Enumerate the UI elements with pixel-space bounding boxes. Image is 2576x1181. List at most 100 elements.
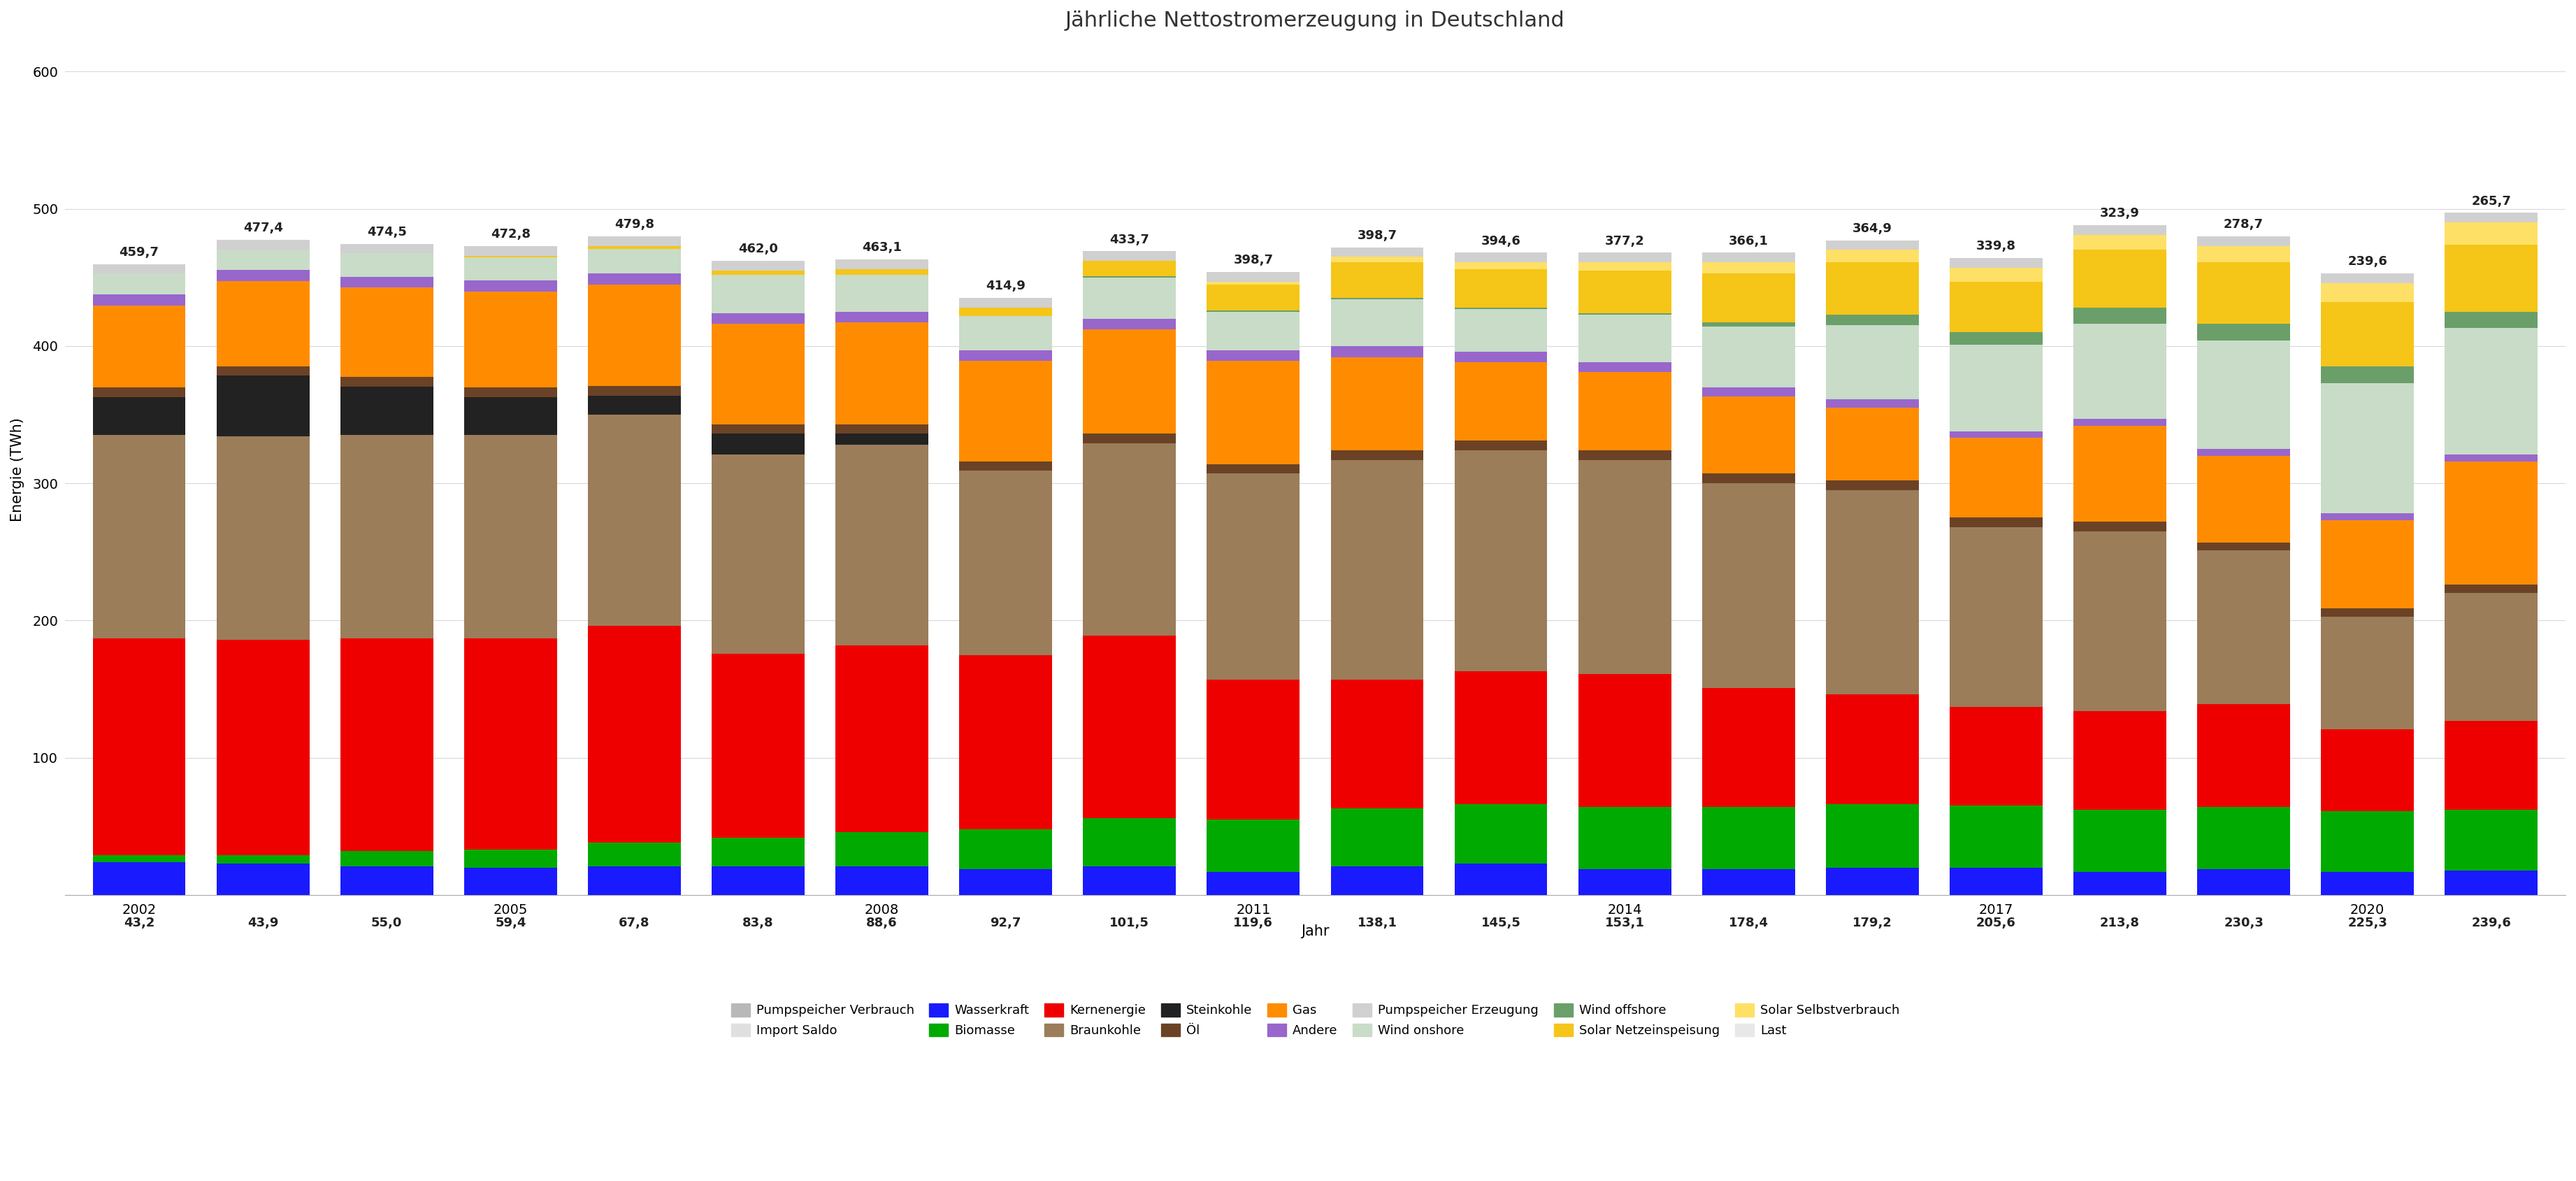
Text: 364,9: 364,9 [1852,222,1893,235]
Bar [340,866,433,895]
Text: 43,2: 43,2 [124,916,155,929]
Bar [2197,869,2290,895]
Bar [2445,244,2537,312]
Bar [711,261,804,270]
Bar [2321,811,2414,872]
Bar [1332,256,1425,262]
Bar [1455,253,1548,262]
Bar [587,415,680,626]
Bar [1826,694,1919,804]
Bar [464,292,556,387]
Bar [958,654,1051,829]
Bar [1208,474,1301,679]
Text: 205,6: 205,6 [1976,916,2017,929]
Bar [1082,818,1175,866]
Bar [2321,283,2414,302]
Bar [1703,253,1795,262]
Bar [1332,299,1425,346]
Bar [216,640,309,855]
Text: 394,6: 394,6 [1481,235,1520,247]
Bar [835,260,927,269]
Text: 366,1: 366,1 [1728,235,1767,247]
Bar [93,305,185,387]
Bar [1579,674,1672,807]
Bar [835,645,927,831]
Bar [2445,328,2537,455]
Text: 463,1: 463,1 [863,241,902,254]
Bar [2445,810,2537,870]
Bar [587,285,680,386]
Bar [464,397,556,436]
Bar [958,361,1051,462]
Legend: Pumpspeicher Verbrauch, Import Saldo, Wasserkraft, Biomasse, Kernenergie, Braunk: Pumpspeicher Verbrauch, Import Saldo, Wa… [726,998,1904,1042]
Bar [2197,550,2290,704]
Bar [2197,456,2290,542]
Bar [1950,438,2043,517]
Bar [1082,261,1175,276]
Bar [1208,311,1301,312]
Bar [1950,281,2043,332]
Bar [2074,307,2166,324]
Bar [1703,807,1795,869]
Bar [2321,383,2414,514]
Bar [1332,357,1425,450]
Bar [711,324,804,424]
Text: 119,6: 119,6 [1234,916,1273,929]
Text: 474,5: 474,5 [366,226,407,239]
Bar [2445,870,2537,895]
Bar [2197,324,2290,340]
Bar [216,437,309,640]
Bar [958,869,1051,895]
Bar [1950,268,2043,281]
Bar [1455,262,1548,269]
Text: 83,8: 83,8 [742,916,773,929]
Text: 239,6: 239,6 [2347,255,2388,268]
Text: 433,7: 433,7 [1110,233,1149,246]
Bar [1332,679,1425,809]
Bar [2074,226,2166,235]
Bar [2321,302,2414,366]
Bar [1703,483,1795,687]
Bar [711,866,804,895]
Bar [464,246,556,256]
Bar [216,270,309,281]
Bar [1455,441,1548,450]
Bar [711,433,804,455]
Bar [958,350,1051,361]
Text: 43,9: 43,9 [247,916,278,929]
Text: 88,6: 88,6 [866,916,896,929]
Bar [1082,329,1175,433]
Bar [2445,593,2537,720]
Bar [1082,278,1175,319]
Bar [1579,314,1672,363]
Bar [1579,313,1672,314]
Bar [216,249,309,270]
Text: 178,4: 178,4 [1728,916,1767,929]
Text: 377,2: 377,2 [1605,235,1643,247]
Bar [1332,809,1425,866]
Bar [2321,521,2414,608]
Bar [93,387,185,397]
Bar [2445,585,2537,593]
Bar [1208,281,1301,285]
Bar [2321,616,2414,729]
Bar [1826,868,1919,895]
Bar [340,377,433,386]
Bar [1950,517,2043,527]
Bar [93,265,185,274]
Bar [1455,309,1548,352]
Bar [464,639,556,850]
Bar [1950,707,2043,805]
Bar [1579,270,1672,313]
Text: 67,8: 67,8 [618,916,649,929]
Bar [1950,431,2043,438]
Bar [216,855,309,863]
Bar [216,240,309,249]
Bar [1579,807,1672,869]
Text: 55,0: 55,0 [371,916,402,929]
Text: 213,8: 213,8 [2099,916,2141,929]
Bar [2445,213,2537,222]
Text: 479,8: 479,8 [616,218,654,231]
Bar [1703,397,1795,474]
Bar [340,243,433,254]
